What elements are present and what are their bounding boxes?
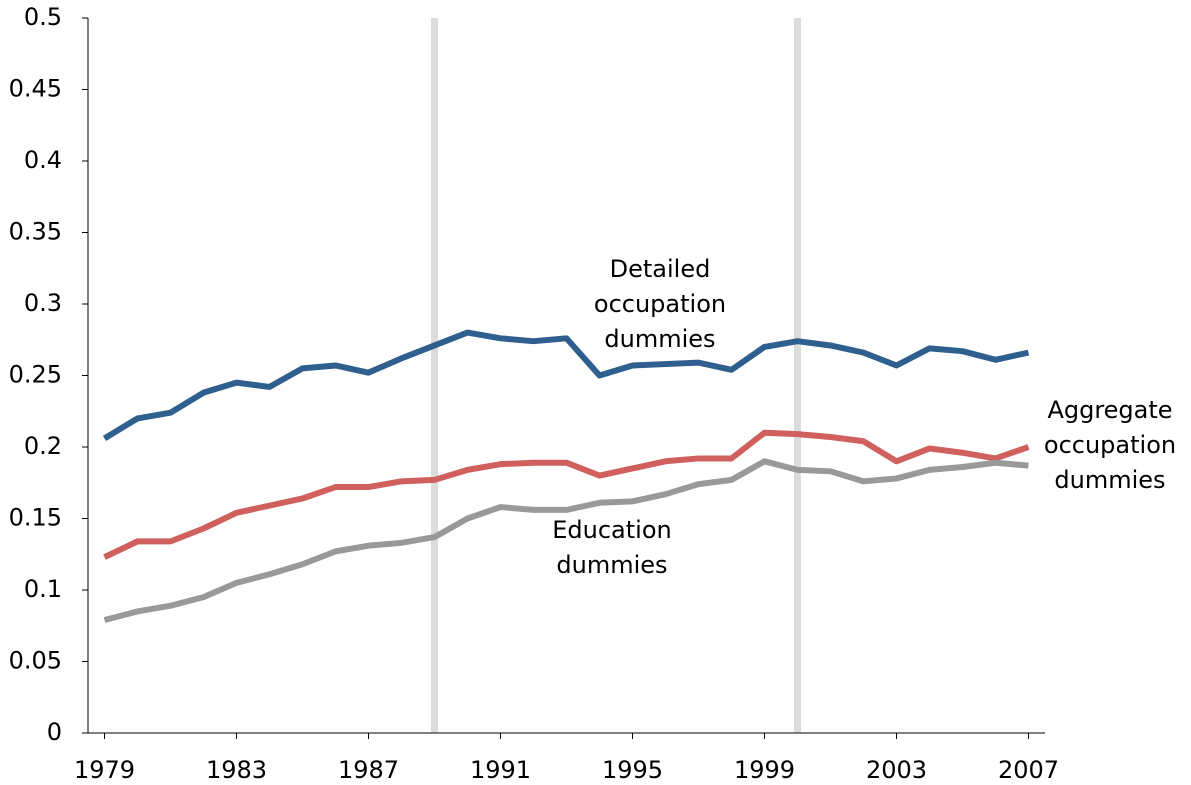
x-tick-label: 1983: [206, 756, 267, 784]
series-line: [102, 329, 1030, 441]
y-tick-label: 0: [47, 718, 62, 746]
series-label: Aggregate occupation dummies: [1043, 396, 1177, 494]
x-tick-label: 1995: [602, 756, 663, 784]
y-tick-label: 0.3: [24, 289, 62, 317]
y-tick-label: 0.35: [9, 218, 62, 246]
x-tick-label: 2003: [866, 756, 927, 784]
y-tick-label: 0.1: [24, 575, 62, 603]
x-tick-label: 2007: [998, 756, 1059, 784]
y-tick-label: 0.05: [9, 647, 62, 675]
y-tick-label: 0.5: [24, 3, 62, 31]
x-tick-label: 1987: [338, 756, 399, 784]
y-tick-label: 0.4: [24, 146, 62, 174]
x-tick-label: 1999: [734, 756, 795, 784]
series-line: [103, 458, 1029, 623]
y-tick-label: 0.45: [9, 75, 62, 103]
series-label: Detailed occupation dummies: [593, 255, 727, 353]
series-line: [103, 429, 1030, 560]
y-tick-label: 0.25: [9, 361, 62, 389]
series-label: Education dummies: [552, 516, 672, 579]
x-tick-label: 1991: [470, 756, 531, 784]
x-tick-label: 1979: [74, 756, 135, 784]
y-tick-label: 0.15: [9, 504, 62, 532]
y-tick-label: 0.2: [24, 432, 62, 460]
